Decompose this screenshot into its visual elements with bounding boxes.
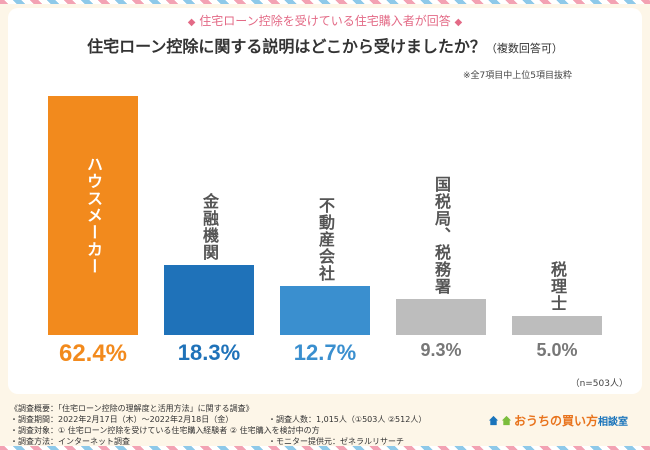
- value-label: 18.3%: [177, 340, 241, 365]
- category-label: 金融機関: [200, 193, 219, 261]
- bar: [512, 316, 602, 335]
- sample-size: （n=503人）: [570, 379, 628, 389]
- value-label: 9.3%: [420, 340, 462, 360]
- category-label: 税理士: [548, 261, 567, 312]
- category-label: 不動産会社: [316, 197, 335, 282]
- value-label: 12.7%: [293, 340, 357, 365]
- diamond-icon: ◆: [454, 17, 463, 28]
- top-stripe: [0, 0, 650, 4]
- title-main: 住宅ローン控除に関する説明はどこから受けましたか？: [87, 37, 486, 56]
- brand-logo: おうちの買い方相談室: [488, 412, 628, 429]
- footer-line: ・調査期間：2022年2月17日（木）～2022年2月18日（金）: [10, 415, 234, 424]
- category-label: 国税局、税務署: [432, 176, 451, 295]
- bar: [48, 96, 138, 335]
- survey-summary-right: ・調査人数：1,015人（①503人 ②512人） ・モニター提供元：ゼネラルリ…: [268, 414, 426, 447]
- category-label: ハウスメーカー: [84, 156, 103, 275]
- title-suffix: （複数回答可）: [485, 42, 563, 55]
- bottom-stripe: [0, 446, 650, 450]
- footer-line: 《調査概要：「住宅ローン控除の理解度と活用方法」に関する調査》: [10, 404, 254, 413]
- chart-subtitle: ◆ 住宅ローン控除を受けている住宅購入者が回答 ◆: [0, 12, 650, 29]
- chart-title: 住宅ローン控除に関する説明はどこから受けましたか？（複数回答可）: [0, 33, 650, 57]
- survey-summary: 《調査概要：「住宅ローン控除の理解度と活用方法」に関する調査》 ・調査期間：20…: [10, 403, 320, 447]
- logo-main: おうちの買い方: [514, 414, 599, 428]
- bar: [280, 286, 370, 335]
- footer-line: ・モニター提供元：ゼネラルリサーチ: [268, 437, 404, 446]
- logo-sub: 相談室: [598, 417, 629, 428]
- footer-line: ・調査人数：1,015人（①503人 ②512人）: [268, 415, 427, 424]
- house-icon: [501, 415, 512, 426]
- footer-line: ・調査対象：① 住宅ローン控除を受けている住宅購入経験者 ② 住宅購入を検討中の…: [10, 426, 320, 435]
- house-icon: [488, 415, 499, 426]
- bar: [396, 299, 486, 335]
- value-label: 5.0%: [536, 340, 578, 360]
- subtitle-text: 住宅ローン控除を受けている住宅購入者が回答: [199, 14, 451, 28]
- value-label: 62.4%: [58, 340, 128, 367]
- footer-line: ・調査方法：インターネット調査: [10, 437, 130, 446]
- note-text: ※全7項目中上位5項目抜粋: [463, 71, 572, 81]
- bar: [164, 265, 254, 335]
- diamond-icon: ◆: [187, 17, 196, 28]
